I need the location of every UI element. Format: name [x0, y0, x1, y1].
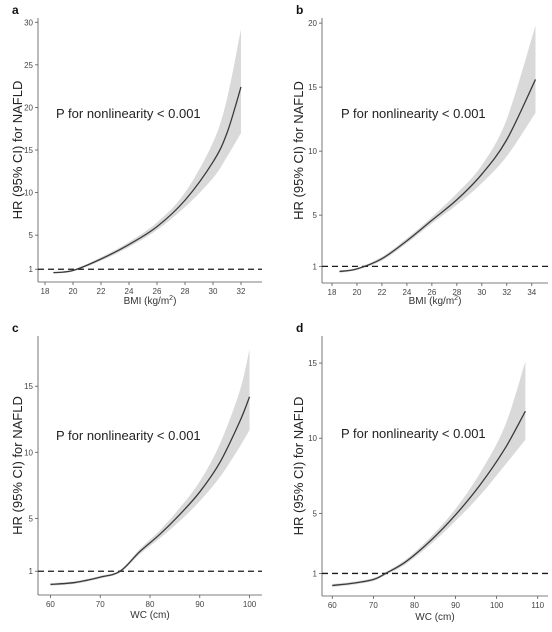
x-tick-label: 60 — [46, 600, 55, 609]
x-tick-label: 100 — [243, 600, 257, 609]
x-tick-label: 26 — [427, 288, 436, 297]
y-tick-label: 5 — [313, 509, 318, 518]
x-tick-label: 28 — [181, 287, 190, 296]
panel-letter: b — [296, 3, 303, 17]
hr-curve — [332, 410, 526, 587]
nonlinearity-annotation: P for nonlinearity < 0.001 — [56, 106, 201, 121]
x-tick-label: 32 — [502, 288, 511, 297]
nonlinearity-annotation: P for nonlinearity < 0.001 — [341, 106, 486, 121]
hr-curve — [339, 79, 537, 273]
x-tick-label: 20 — [353, 288, 362, 297]
y-tick-label: 1 — [313, 262, 318, 271]
x-axis-label: WC (cm) — [415, 612, 454, 623]
y-axis-label: HR (95% CI) for NAFLD — [291, 81, 306, 220]
y-axis-label: HR (95% CI) for NAFLD — [291, 397, 306, 536]
y-axis-label: HR (95% CI) for NAFLD — [10, 81, 25, 220]
y-tick-label: 15 — [24, 146, 33, 155]
y-axis-label: HR (95% CI) for NAFLD — [10, 396, 25, 535]
x-tick-label: 90 — [195, 600, 204, 609]
nonlinearity-annotation: P for nonlinearity < 0.001 — [341, 426, 486, 441]
panel-letter: d — [296, 321, 303, 335]
y-tick-label: 25 — [24, 61, 33, 70]
x-tick-label: 18 — [41, 287, 50, 296]
panel-letter: c — [12, 321, 19, 335]
x-tick-label: 70 — [96, 600, 105, 609]
x-tick-label: 22 — [97, 287, 106, 296]
y-tick-label: 15 — [24, 382, 33, 391]
x-tick-label: 80 — [410, 601, 419, 610]
x-tick-label: 28 — [452, 288, 461, 297]
confidence-band — [53, 29, 242, 274]
y-tick-label: 10 — [308, 434, 317, 443]
x-axis-label: BMI (kg/m2) — [124, 295, 177, 307]
y-tick-label: 10 — [24, 448, 33, 457]
y-tick-label: 30 — [24, 18, 33, 27]
x-tick-label: 80 — [146, 600, 155, 609]
y-tick-label: 15 — [308, 83, 317, 92]
x-tick-label: 30 — [477, 288, 486, 297]
x-tick-label: 18 — [328, 288, 337, 297]
x-tick-label: 90 — [451, 601, 460, 610]
y-tick-label: 5 — [29, 514, 34, 523]
confidence-band — [332, 361, 526, 587]
x-axis-label: WC (cm) — [130, 610, 169, 621]
x-tick-label: 30 — [209, 287, 218, 296]
confidence-band — [50, 349, 250, 586]
x-tick-label: 24 — [125, 287, 134, 296]
y-tick-label: 1 — [29, 265, 34, 274]
x-axis-label: BMI (kg/m2) — [409, 295, 462, 307]
y-tick-label: 10 — [24, 189, 33, 198]
x-tick-label: 70 — [369, 601, 378, 610]
y-tick-label: 20 — [308, 19, 317, 28]
x-tick-label: 22 — [377, 288, 386, 297]
nonlinearity-annotation: P for nonlinearity < 0.001 — [56, 428, 201, 443]
y-tick-label: 5 — [29, 231, 34, 240]
x-tick-label: 60 — [328, 601, 337, 610]
hr-curve — [53, 86, 242, 274]
y-tick-label: 20 — [24, 103, 33, 112]
confidence-band — [339, 25, 536, 273]
x-tick-label: 110 — [531, 601, 544, 610]
x-tick-label: 100 — [490, 601, 504, 610]
y-tick-label: 1 — [313, 569, 318, 578]
y-tick-label: 5 — [313, 211, 318, 220]
y-tick-label: 1 — [29, 567, 34, 576]
y-tick-label: 10 — [308, 147, 317, 156]
x-tick-label: 26 — [153, 287, 162, 296]
x-tick-label: 34 — [527, 288, 536, 297]
hr-curve — [50, 396, 251, 586]
y-tick-label: 15 — [308, 359, 317, 368]
x-tick-label: 24 — [402, 288, 411, 297]
x-tick-label: 32 — [237, 287, 246, 296]
x-tick-label: 20 — [69, 287, 78, 296]
panel-letter: a — [12, 3, 19, 17]
